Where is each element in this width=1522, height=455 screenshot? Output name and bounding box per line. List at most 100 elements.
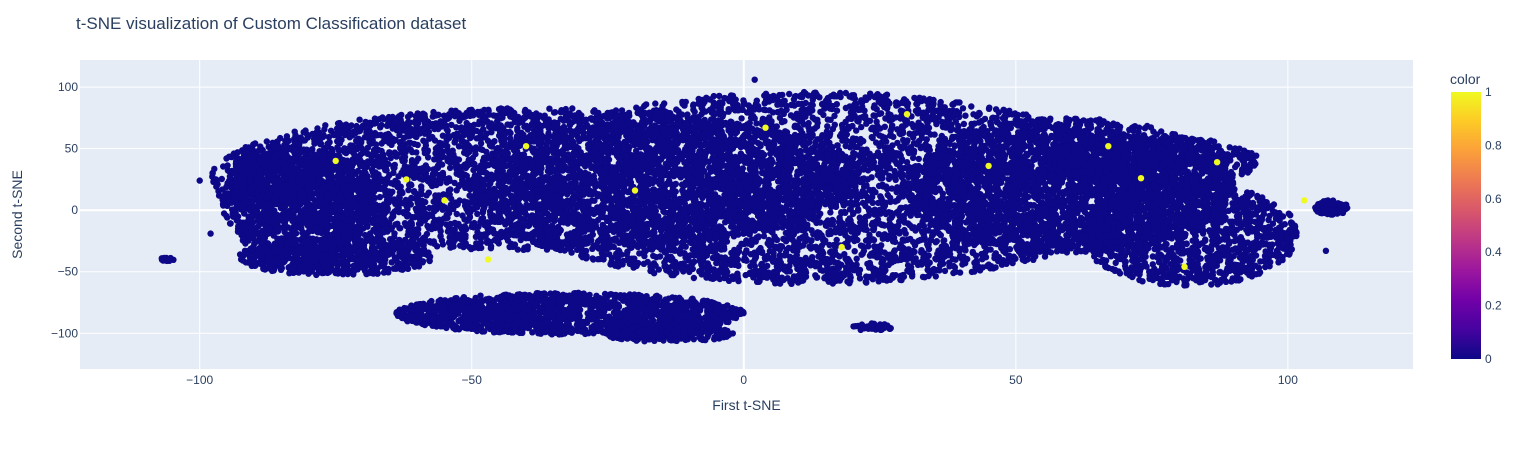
data-point bbox=[321, 126, 327, 132]
data-point bbox=[537, 112, 543, 118]
data-point bbox=[377, 232, 383, 238]
data-point bbox=[373, 141, 379, 147]
data-point bbox=[433, 112, 439, 118]
data-point bbox=[450, 206, 456, 212]
data-point bbox=[445, 228, 451, 234]
data-point bbox=[491, 112, 497, 118]
data-point bbox=[418, 128, 424, 134]
data-point bbox=[473, 144, 479, 150]
data-point bbox=[378, 122, 384, 128]
data-point bbox=[405, 114, 411, 120]
data-point bbox=[449, 159, 455, 165]
data-point bbox=[466, 130, 472, 136]
data-point bbox=[440, 241, 446, 247]
data-point bbox=[426, 190, 432, 196]
data-point bbox=[431, 219, 437, 225]
data-point bbox=[415, 195, 421, 201]
data-point bbox=[551, 109, 557, 115]
data-point bbox=[354, 154, 360, 160]
data-point bbox=[462, 172, 468, 178]
data-point bbox=[403, 197, 409, 203]
data-point bbox=[575, 238, 581, 244]
data-point bbox=[786, 91, 792, 97]
data-point bbox=[372, 115, 378, 121]
data-point bbox=[427, 180, 433, 186]
data-point bbox=[535, 121, 541, 127]
data-point bbox=[415, 110, 421, 116]
data-point bbox=[453, 111, 459, 117]
data-point bbox=[436, 196, 442, 202]
data-point bbox=[432, 137, 438, 143]
data-point bbox=[403, 203, 409, 209]
data-point bbox=[411, 188, 417, 194]
data-point bbox=[386, 199, 392, 205]
data-point bbox=[440, 191, 446, 197]
data-point bbox=[414, 168, 420, 174]
data-point bbox=[491, 138, 497, 144]
data-point bbox=[416, 210, 422, 216]
data-point bbox=[266, 144, 272, 150]
data-point bbox=[407, 140, 413, 146]
data-point bbox=[415, 155, 421, 161]
data-point bbox=[381, 138, 387, 144]
data-point bbox=[405, 124, 411, 130]
data-point bbox=[382, 210, 388, 216]
data-point bbox=[396, 193, 402, 199]
data-point bbox=[426, 205, 432, 211]
data-point bbox=[738, 115, 744, 121]
data-point bbox=[452, 138, 458, 144]
data-point bbox=[338, 123, 344, 129]
data-point bbox=[356, 117, 362, 123]
data-point bbox=[209, 170, 215, 176]
data-point bbox=[352, 130, 358, 136]
data-point bbox=[275, 142, 281, 148]
data-point bbox=[361, 148, 367, 154]
data-point bbox=[456, 118, 462, 124]
data-point bbox=[418, 183, 424, 189]
data-point bbox=[409, 214, 415, 220]
data-point bbox=[886, 176, 892, 182]
data-point bbox=[428, 226, 434, 232]
data-point bbox=[415, 120, 421, 126]
data-point bbox=[455, 201, 461, 207]
data-point bbox=[465, 162, 471, 168]
data-point bbox=[402, 166, 408, 172]
data-point bbox=[706, 164, 712, 170]
data-point bbox=[309, 131, 315, 137]
data-point bbox=[353, 145, 359, 151]
data-point bbox=[390, 213, 396, 219]
data-point bbox=[463, 140, 469, 146]
data-point bbox=[427, 239, 433, 245]
data-point bbox=[502, 131, 508, 137]
data-point bbox=[422, 120, 428, 126]
data-point bbox=[320, 132, 326, 138]
data-point bbox=[382, 156, 388, 162]
data-point bbox=[569, 105, 575, 111]
data-point bbox=[470, 155, 476, 161]
data-point bbox=[346, 132, 352, 138]
data-point bbox=[396, 121, 402, 127]
data-point bbox=[498, 122, 504, 128]
data-point bbox=[390, 125, 396, 131]
data-point bbox=[420, 176, 426, 182]
data-point bbox=[431, 126, 437, 132]
data-point bbox=[413, 174, 419, 180]
data-point bbox=[447, 186, 453, 192]
data-point bbox=[475, 224, 481, 230]
data-point bbox=[476, 121, 482, 127]
data-point bbox=[496, 112, 502, 118]
data-point bbox=[488, 245, 494, 251]
data-point bbox=[479, 147, 485, 153]
data-point bbox=[437, 226, 443, 232]
data-point bbox=[470, 111, 476, 117]
data-point bbox=[566, 118, 572, 124]
data-point bbox=[444, 126, 450, 132]
data-point bbox=[385, 225, 391, 231]
data-point bbox=[391, 181, 397, 187]
data-point bbox=[429, 213, 435, 219]
data-point bbox=[370, 150, 376, 156]
data-point bbox=[282, 138, 288, 144]
data-point bbox=[426, 134, 432, 140]
